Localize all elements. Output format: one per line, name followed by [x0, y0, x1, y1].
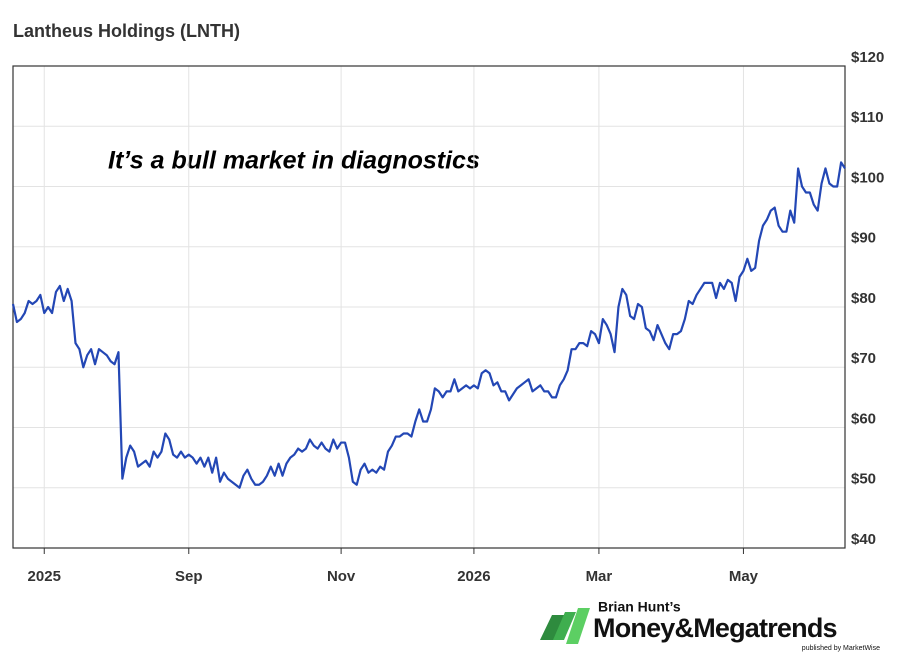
- x-tick-label: Sep: [175, 568, 203, 585]
- x-tick-label: May: [729, 568, 759, 585]
- y-tick-label: $110: [851, 109, 884, 126]
- y-tick-label: $60: [851, 410, 876, 427]
- x-tick-label: 2025: [28, 568, 61, 585]
- logo-publisher: published by MarketWise: [802, 645, 880, 652]
- logo-byline: Brian Hunt’s: [598, 599, 681, 615]
- y-tick-label: $70: [851, 350, 876, 367]
- y-tick-label: $80: [851, 290, 876, 307]
- logo: Brian Hunt’s Money&Megatrends published …: [540, 599, 880, 652]
- logo-bar: [553, 612, 576, 640]
- y-tick-label: $120: [851, 49, 884, 66]
- logo-bar: [540, 615, 566, 640]
- y-tick-label: $40: [851, 531, 876, 548]
- x-tick-label: Nov: [327, 568, 356, 585]
- chart-title: Lantheus Holdings (LNTH): [13, 21, 240, 41]
- logo-bar: [566, 608, 590, 644]
- annotation: It’s a bull market in diagnostics: [108, 147, 480, 175]
- y-tick-label: $50: [851, 471, 876, 488]
- logo-brand: Money&Megatrends: [593, 613, 837, 643]
- y-tick-label: $100: [851, 169, 884, 186]
- price-line: [11, 161, 846, 489]
- y-tick-label: $90: [851, 230, 876, 247]
- x-tick-label: 2026: [457, 568, 490, 585]
- x-tick-label: Mar: [586, 568, 613, 585]
